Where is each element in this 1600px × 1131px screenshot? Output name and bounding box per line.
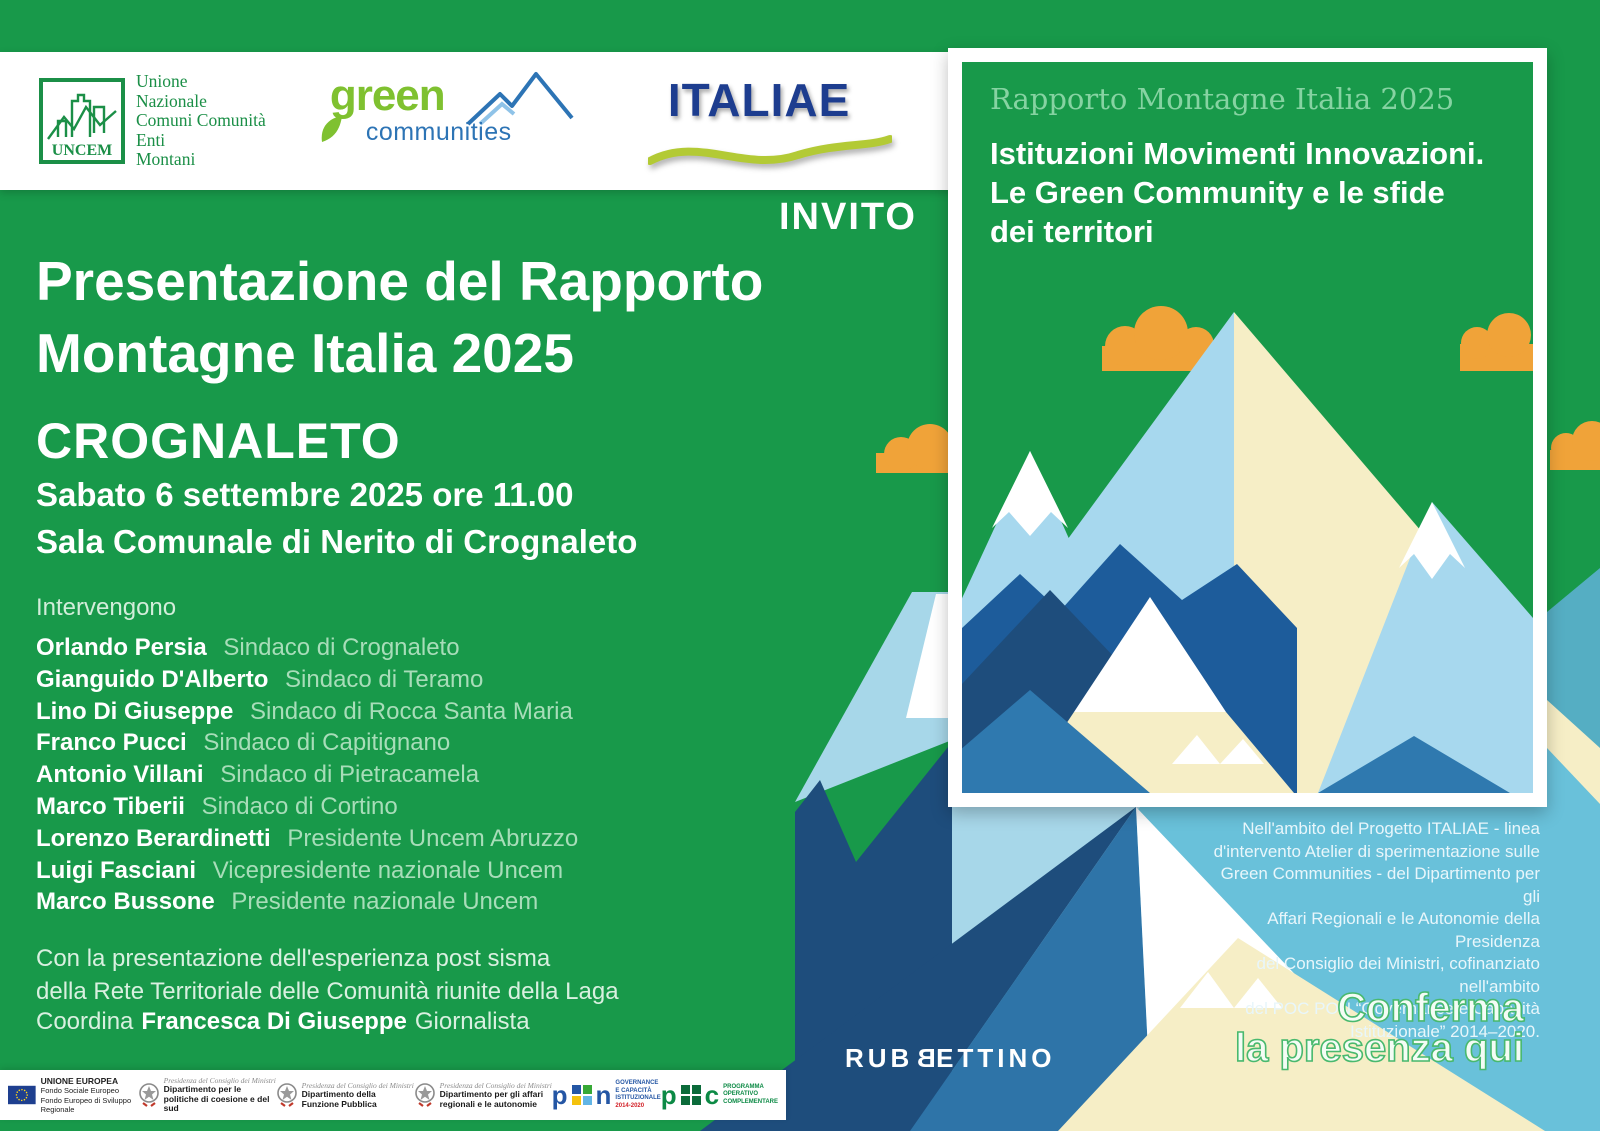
svg-text:UNCEM: UNCEM [52,142,112,159]
poc-logo: p c PROGRAMMA OPERATIVO COMPLEMENTARE [660,1080,778,1110]
speakers-heading: Intervengono [36,594,177,621]
speaker-row: Marco Tiberii Sindaco di Cortino [36,792,398,820]
italiae-logo: ITALIAE [647,61,898,181]
leaf-icon [321,116,342,142]
green-communities-logo: green communities [318,66,578,176]
pon-squares-icon [571,1085,592,1105]
speaker-row: Lorenzo Berardinetti Presidente Uncem Ab… [36,824,579,852]
speaker-row: Marco Bussone Presidente nazionale Uncem [36,888,539,916]
italiae-wordmark: ITALIAE [667,74,851,126]
wave-icon [647,135,892,165]
italy-emblem-icon [276,1083,297,1107]
eu-flag-icon [8,1085,36,1105]
uncem-castle-icon: UNCEM [39,78,125,164]
department-logo: Presidenza del Consiglio dei Ministri Di… [276,1081,414,1109]
italy-emblem-icon [138,1083,159,1107]
speaker-row: Gianguido D'Alberto Sindaco di Teramo [36,665,484,693]
department-logo: Presidenza del Consiglio dei Ministri Di… [138,1076,276,1113]
cover-subtitle: Istituzioni Movimenti Innovazioni. Le Gr… [990,136,1485,250]
cloud-icon [1460,313,1533,371]
eu-logo: UNIONE EUROPEA Fondo Sociale Europeo Fon… [8,1076,138,1115]
page-title: Presentazione del Rapporto Montagne Ital… [36,250,764,384]
speaker-row: Lino Di Giuseppe Sindaco di Rocca Santa … [36,697,573,725]
publisher-logo: RUBBETTINO [845,1043,1056,1073]
green-communities-word1: green [329,71,446,120]
uncem-logo: UNCEM Unione Nazionale Comuni Comunità E… [38,71,266,170]
speakers-list: Intervengono Orlando Persia Sindaco di C… [36,594,578,918]
cloud-icon [1102,306,1217,371]
pon-caption: GOVERNANCE E CAPACITÀ ISTITUZIONALE 2014… [615,1080,661,1109]
speaker-row: Orlando Persia Sindaco di Crognaleto [36,634,460,661]
speaker-row: Franco Pucci Sindaco di Capitignano [36,729,451,757]
poc-caption: PROGRAMMA OPERATIVO COMPLEMENTARE [723,1083,778,1105]
event-location: CROGNALETO [36,413,401,469]
coordinator-name: Francesca Di Giuseppe [141,1008,407,1035]
green-communities-word2: communities [365,118,512,146]
mirrored-b-letter: B [913,1043,937,1073]
cloud-icon [1550,421,1600,470]
funding-note: Nell'ambito del Progetto ITALIAE - linea… [1213,819,1540,1041]
pon-logo: p n GOVERNANCE E CAPACITÀ ISTITUZIONALE … [551,1080,661,1110]
department-logo: Presidenza del Consiglio dei Ministri Di… [414,1081,552,1109]
poc-squares-icon [680,1085,701,1105]
coordination-line: Coordina Francesca Di Giuseppe Giornalista [36,1008,530,1035]
speaker-row: Luigi Fasciani Vicepresidente nazionale … [36,856,564,884]
italy-emblem-icon [414,1083,435,1107]
event-venue: Sala Comunale di Nerito di Crognaleto [36,523,638,560]
cover-series-title: Rapporto Montagne Italia 2025 [990,82,1455,116]
invito-label: INVITO [779,196,917,238]
speaker-row: Antonio Villani Sindaco di Pietracamela [36,761,480,789]
report-cover: Rapporto Montagne Italia 2025 Istituzion… [948,48,1547,807]
institutional-logo-strip: UNIONE EUROPEA Fondo Sociale Europeo Fon… [0,1070,786,1120]
cover-mountains-illustration [962,62,1533,793]
rsvp-link[interactable]: Conferma la presenza qui [1234,986,1525,1070]
uncem-name: Unione Nazionale Comuni Comunità Enti Mo… [136,71,266,170]
cloud-icon [876,424,953,473]
partner-logo-strip: UNCEM Unione Nazionale Comuni Comunità E… [0,52,962,190]
mountain-icon [466,72,574,126]
post-sisma-note: Con la presentazione dell'esperienza pos… [36,945,619,1005]
eu-text: UNIONE EUROPEA Fondo Sociale Europeo Fon… [40,1075,132,1114]
event-datetime: Sabato 6 settembre 2025 ore 11.00 [36,476,574,513]
